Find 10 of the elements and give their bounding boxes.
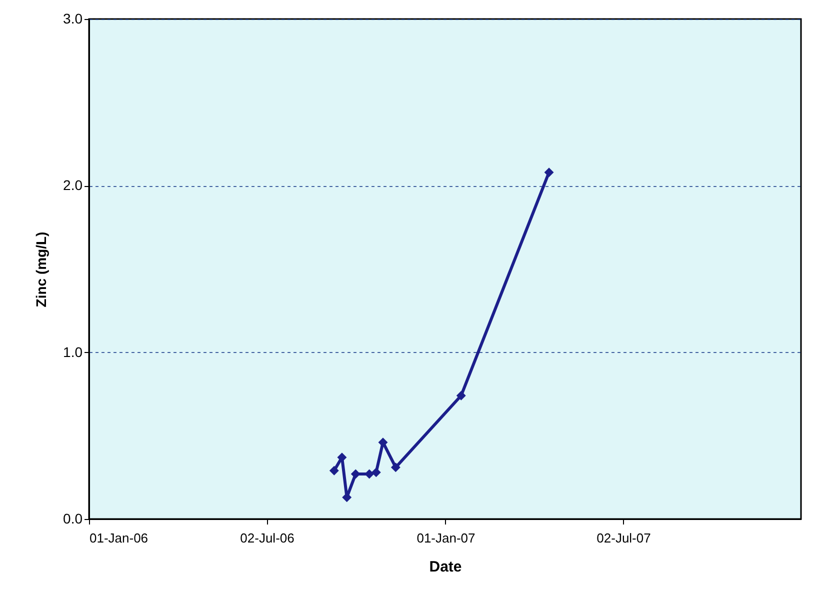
y-tick-label: 2.0 xyxy=(63,177,83,194)
x-tick-label: 02-Jul-07 xyxy=(596,530,651,546)
x-tick-label: 01-Jan-06 xyxy=(90,530,148,546)
y-tick-label: 0.0 xyxy=(63,510,83,526)
y-tick-label: 1.0 xyxy=(63,344,83,360)
x-tick-label: 02-Jul-06 xyxy=(240,530,294,546)
x-axis-title: Date xyxy=(429,558,462,576)
y-tick-label: 3.0 xyxy=(63,10,83,26)
y-axis-title: Zinc (mg/L) xyxy=(33,232,50,308)
x-tick-label: 01-Jan-07 xyxy=(416,530,476,546)
